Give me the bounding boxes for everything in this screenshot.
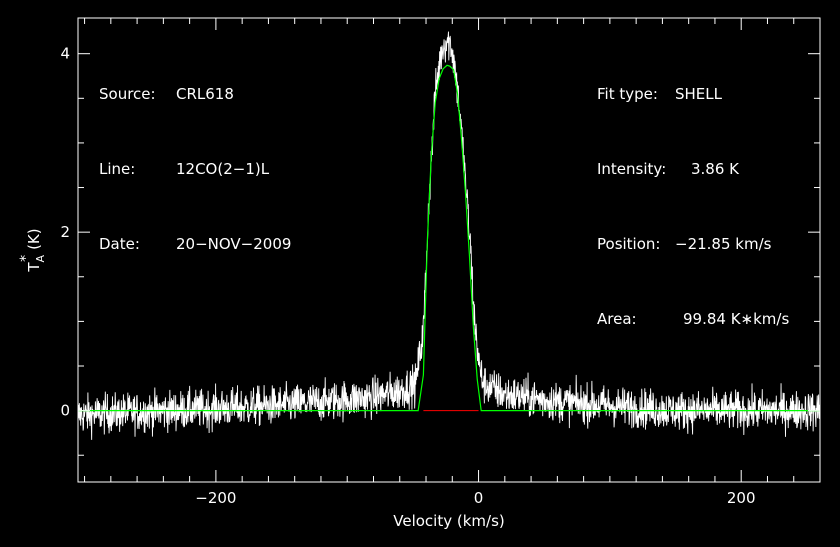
line-row: Line: 12CO(2−1)L (99, 157, 291, 182)
y-tick-label: 2 (60, 223, 70, 241)
date-row: Date: 20−NOV−2009 (99, 232, 291, 257)
area-row: Area: 99.84 K∗km/s (597, 307, 789, 332)
x-tick-label: 0 (474, 489, 484, 507)
y-axis-label-sub: A (34, 254, 47, 262)
date-value: 20−NOV−2009 (176, 235, 292, 253)
x-tick-label: −200 (195, 489, 236, 507)
fit-info: Fit type: SHELL Intensity: 3.86 K Position… (597, 32, 789, 357)
position-key: Position: (597, 235, 661, 253)
data-layer (77, 31, 821, 440)
plot-frame (77, 17, 821, 483)
fit-type-value: SHELL (675, 85, 722, 103)
y-tick-label: 4 (60, 45, 70, 63)
line-value: 12CO(2−1)L (176, 160, 270, 178)
x-tick-label: 200 (727, 489, 756, 507)
source-key: Source: (99, 85, 156, 103)
position-row: Position: −21.85 km/s (597, 232, 789, 257)
intensity-row: Intensity: 3.86 K (597, 157, 789, 182)
y-axis-label-main: T (25, 262, 43, 273)
y-axis-label-unit: (K) (25, 228, 43, 250)
fit-type-row: Fit type: SHELL (597, 82, 789, 107)
fit-type-key: Fit type: (597, 85, 658, 103)
area-value: 99.84 K∗km/s (683, 310, 790, 328)
source-row: Source: CRL618 (99, 82, 291, 107)
intensity-key: Intensity: (597, 160, 667, 178)
date-key: Date: (99, 235, 140, 253)
x-axis-label: Velocity (km/s) (393, 512, 504, 530)
intensity-value: 3.86 K (691, 160, 740, 178)
y-tick-label: 0 (60, 402, 70, 420)
area-key: Area: (597, 310, 637, 328)
y-axis-label: TA* (K) (18, 228, 47, 272)
fit-curve-line (78, 64, 820, 412)
position-value: −21.85 km/s (675, 235, 772, 253)
line-key: Line: (99, 160, 136, 178)
axis-ticks: −200 0 200 0 2 4 (60, 18, 820, 507)
y-axis-label-sup: * (18, 255, 34, 262)
observed-spectrum-line (77, 31, 821, 440)
observation-info: Source: CRL618 Line: 12CO(2−1)L Date: 20−NO… (99, 32, 291, 282)
source-value: CRL618 (176, 85, 234, 103)
